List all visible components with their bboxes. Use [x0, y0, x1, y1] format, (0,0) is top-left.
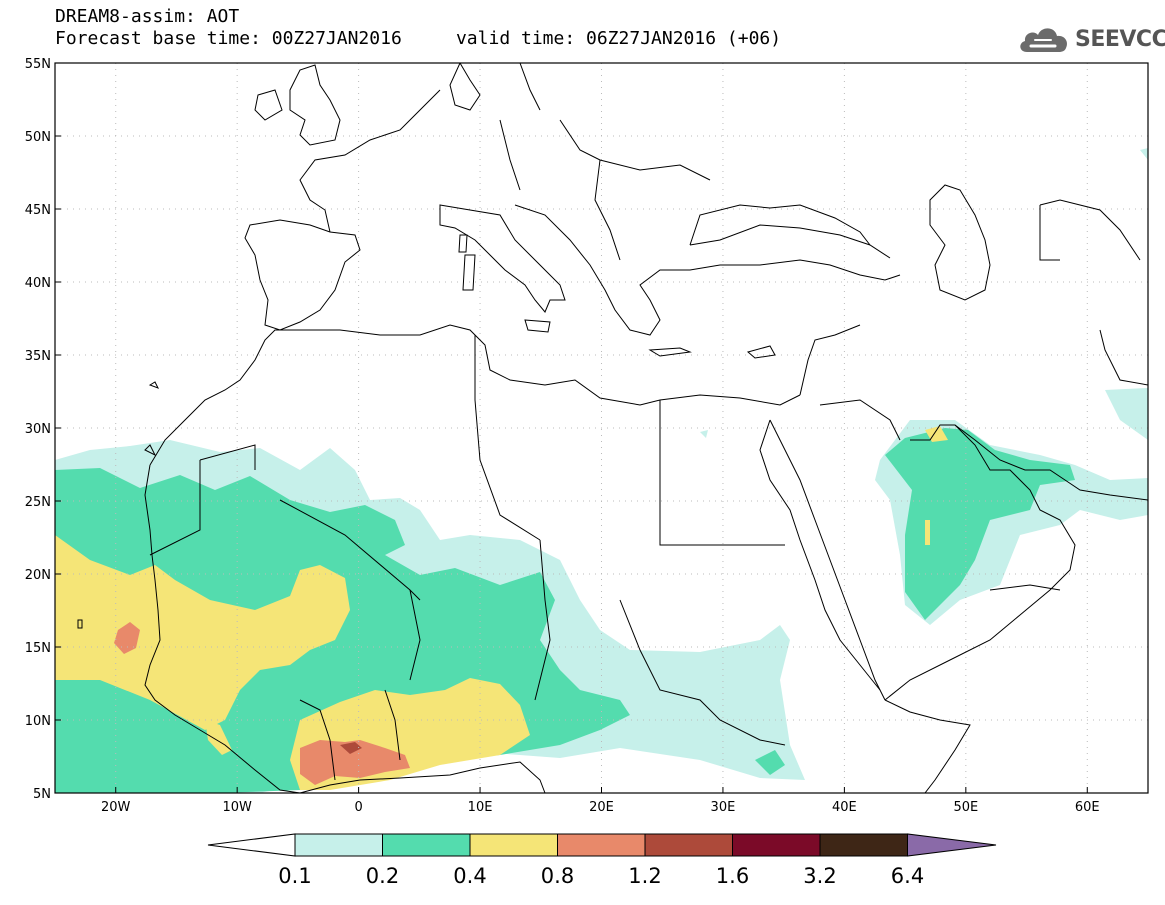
- colorbar-label: 1.6: [716, 864, 749, 888]
- colorbar-swatch: [294, 833, 383, 857]
- lat-tick-label: 40N: [25, 276, 51, 291]
- lat-tick-label: 15N: [25, 641, 51, 656]
- colorbar-label: 0.1: [278, 864, 311, 888]
- map-title: DREAM8-assim: AOT: [55, 6, 240, 27]
- lat-tick-label: 55N: [25, 57, 51, 72]
- cloud-icon: [1020, 28, 1067, 52]
- lat-tick-label: 30N: [25, 422, 51, 437]
- colorbar-label: 0.8: [541, 864, 574, 888]
- lon-tick-label: 10W: [222, 800, 252, 815]
- lat-tick-label: 50N: [25, 130, 51, 145]
- colorbar-swatch: [819, 833, 908, 857]
- colorbar-label: 0.4: [453, 864, 486, 888]
- colorbar: 0.1 0.2 0.4 0.8 1.2 1.6 3.2 6.4: [207, 833, 997, 888]
- colorbar-label: 0.2: [366, 864, 399, 888]
- colorbar-swatch: [469, 833, 558, 857]
- lon-tick-label: 10E: [468, 800, 493, 815]
- coastlines: [77, 63, 1148, 793]
- lon-tick-label: 60E: [1075, 800, 1100, 815]
- lat-tick-label: 5N: [33, 787, 51, 802]
- colorbar-swatch: [732, 833, 821, 857]
- lat-tick-labels: 5N 10N 15N 20N 25N 30N 35N 40N 45N 50N 55N: [25, 57, 61, 802]
- colorbar-label: 1.2: [628, 864, 661, 888]
- forecast-time-line: Forecast base time: 00Z27JAN2016 valid t…: [55, 28, 782, 49]
- lon-tick-label: 30E: [711, 800, 736, 815]
- lon-tick-label: 50E: [953, 800, 978, 815]
- colorbar-arrow-high: [907, 833, 997, 857]
- lon-tick-labels: 20W 10W 0 10E 20E 30E 40E 50E 60E: [101, 787, 1100, 815]
- lat-tick-label: 45N: [25, 203, 51, 218]
- lon-tick-label: 20E: [589, 800, 614, 815]
- aot-level-1-2: [340, 742, 362, 754]
- colorbar-swatch: [644, 833, 733, 857]
- lat-tick-label: 20N: [25, 568, 51, 583]
- aot-field: [55, 148, 1148, 793]
- lon-tick-label: 20W: [101, 800, 131, 815]
- lat-tick-label: 35N: [25, 349, 51, 364]
- lat-tick-label: 25N: [25, 495, 51, 510]
- logo-text: SEEVCCC: [1075, 26, 1165, 52]
- aot-level-0-8: [114, 622, 410, 785]
- colorbar-swatch: [382, 833, 471, 857]
- lat-tick-label: 10N: [25, 714, 51, 729]
- colorbar-swatch: [557, 833, 646, 857]
- lon-tick-label: 40E: [832, 800, 857, 815]
- lon-tick-label: 0: [354, 800, 362, 815]
- colorbar-label: 6.4: [891, 864, 924, 888]
- colorbar-arrow-low: [207, 833, 296, 857]
- colorbar-label: 3.2: [803, 864, 836, 888]
- seevccc-logo: SEEVCCC: [1017, 22, 1165, 56]
